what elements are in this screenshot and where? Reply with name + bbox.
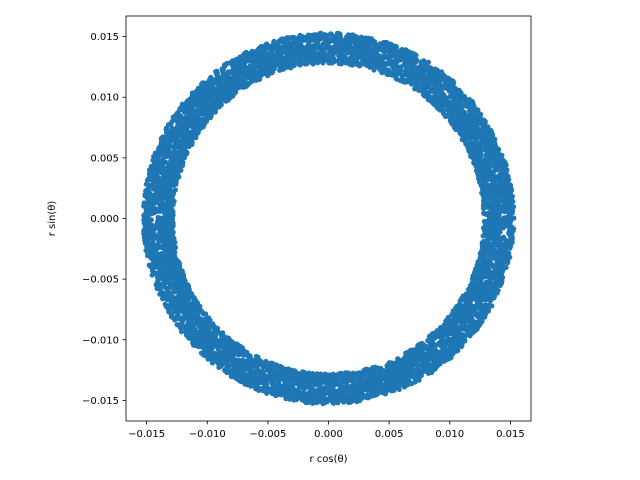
data-point	[149, 272, 155, 278]
scatter-series	[141, 30, 517, 407]
data-point	[163, 130, 170, 136]
data-point	[371, 67, 377, 73]
data-point	[336, 57, 342, 63]
data-point	[418, 59, 424, 65]
data-point	[181, 109, 188, 115]
data-point	[484, 182, 490, 188]
data-point	[277, 67, 283, 73]
plot-area	[125, 15, 532, 422]
data-point	[320, 60, 326, 66]
data-point	[481, 210, 487, 216]
